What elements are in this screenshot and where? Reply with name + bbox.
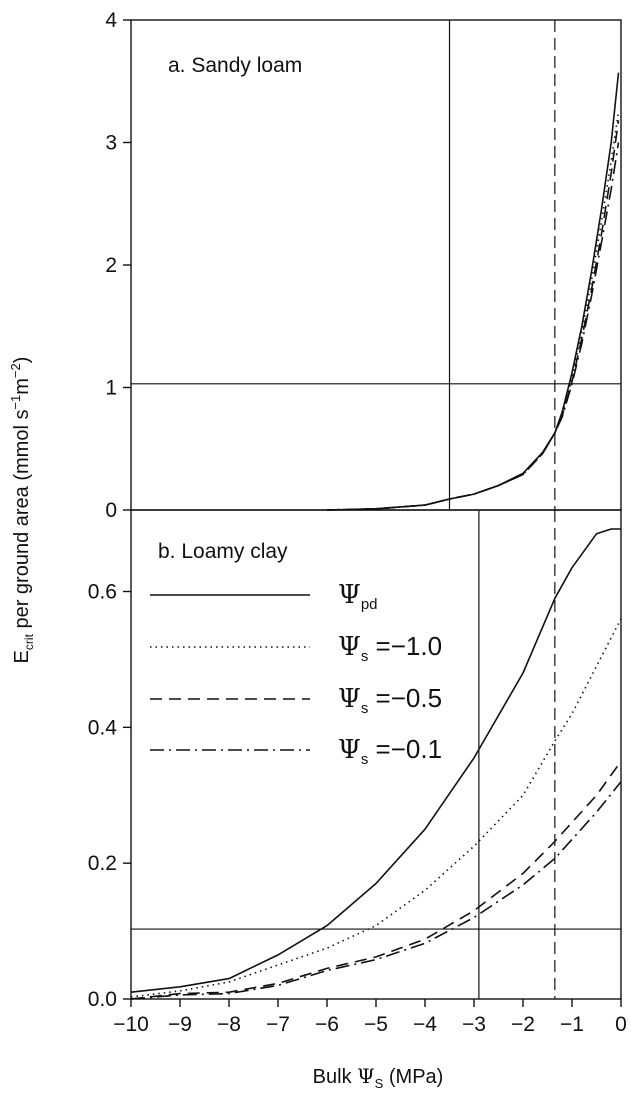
x-tick-label: −10	[113, 1013, 149, 1036]
x-tick-label: −2	[511, 1013, 535, 1036]
x-tick-label: −1	[560, 1013, 584, 1036]
y-tick-label: 4	[105, 9, 117, 32]
series-line-dashdot	[130, 781, 622, 1000]
series-line-dashed	[130, 760, 622, 1000]
series-line-dotted	[130, 618, 622, 998]
y-tick-label: 0.0	[88, 988, 117, 1011]
series-line-dashdot	[326, 142, 620, 511]
reference-lines	[131, 20, 621, 999]
x-tick-label: −3	[462, 1013, 486, 1036]
legend-label: Ψs =−0.1	[338, 734, 442, 768]
x-tick-label: −7	[266, 1013, 290, 1036]
x-tick-label: 0	[615, 1013, 627, 1036]
y-tick-label: 3	[105, 132, 117, 155]
legend-label: Ψpd	[338, 580, 378, 613]
series-line-dotted	[326, 111, 620, 511]
series-line-dashed	[326, 120, 620, 511]
x-tick-label: −8	[217, 1013, 241, 1036]
y-tick-label: 1	[105, 377, 117, 400]
y-axis-label: Ecrit per ground area (mmol s−1m−2)	[8, 357, 36, 664]
panel-b-title: b. Loamy clay	[158, 540, 288, 563]
x-axis-label: Bulk ΨS (MPa)	[313, 1064, 444, 1091]
legend-label: Ψs =−0.5	[338, 683, 442, 717]
x-tick-label: −4	[413, 1013, 437, 1036]
y-tick-label: 0	[105, 499, 117, 522]
y-tick-label: 2	[105, 254, 117, 277]
x-tick-label: −9	[168, 1013, 192, 1036]
y-tick-label: 0.6	[88, 581, 117, 604]
x-tick-label: −5	[364, 1013, 388, 1036]
legend: Ψpd Ψs =−1.0 Ψs =−0.5 Ψs =−0.1	[150, 580, 442, 768]
panel-a-title: a. Sandy loam	[168, 54, 302, 77]
series-layer	[130, 72, 622, 1000]
x-tick-label: −6	[315, 1013, 339, 1036]
series-line-solid	[130, 528, 621, 993]
series-line-solid	[326, 72, 620, 511]
legend-label: Ψs =−1.0	[338, 631, 442, 665]
y-tick-label: 0.2	[88, 852, 117, 875]
panel-a-frame	[130, 19, 622, 511]
y-tick-label: 0.4	[88, 716, 118, 739]
